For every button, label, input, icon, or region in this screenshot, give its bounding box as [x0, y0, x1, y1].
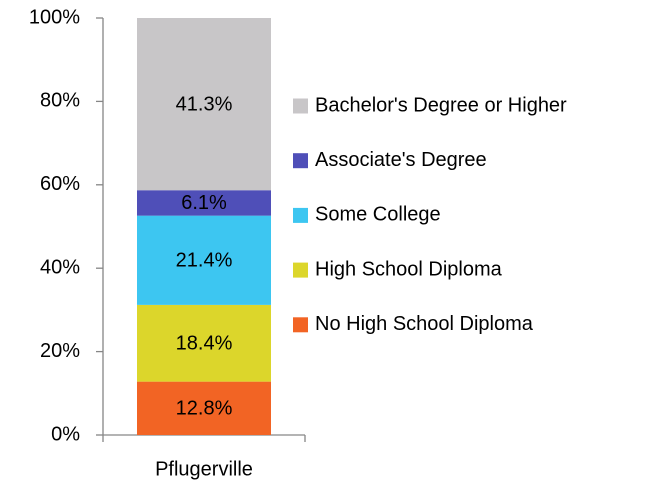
legend-label: No High School Diploma — [315, 313, 534, 335]
y-tick-label: 60% — [40, 173, 80, 195]
x-tick-label: Pflugerville — [155, 458, 253, 480]
bar-segment — [137, 190, 271, 216]
bar-segment — [137, 381, 271, 435]
legend-swatch — [293, 98, 308, 114]
y-tick-label: 40% — [40, 256, 80, 278]
y-tick-label: 0% — [51, 423, 80, 445]
bar-segment — [137, 304, 271, 382]
legend-label: Associate's Degree — [315, 149, 487, 171]
y-tick-label: 20% — [40, 340, 80, 362]
bar-segment — [137, 18, 271, 191]
y-tick-label: 100% — [29, 6, 80, 28]
bar-segment — [137, 215, 271, 305]
legend-label: Some College — [315, 204, 441, 226]
legend-label: High School Diploma — [315, 258, 503, 280]
value-label: 12.8% — [176, 398, 233, 420]
value-label: 6.1% — [181, 192, 227, 214]
legend-swatch — [293, 317, 308, 333]
legend-label: Bachelor's Degree or Higher — [315, 94, 567, 116]
value-label: 18.4% — [176, 333, 233, 355]
legend-swatch — [293, 153, 308, 169]
value-label: 41.3% — [176, 93, 233, 115]
legend-swatch — [293, 262, 308, 278]
value-label: 21.4% — [176, 250, 233, 272]
y-tick-label: 80% — [40, 90, 80, 112]
legend-swatch — [293, 207, 308, 223]
